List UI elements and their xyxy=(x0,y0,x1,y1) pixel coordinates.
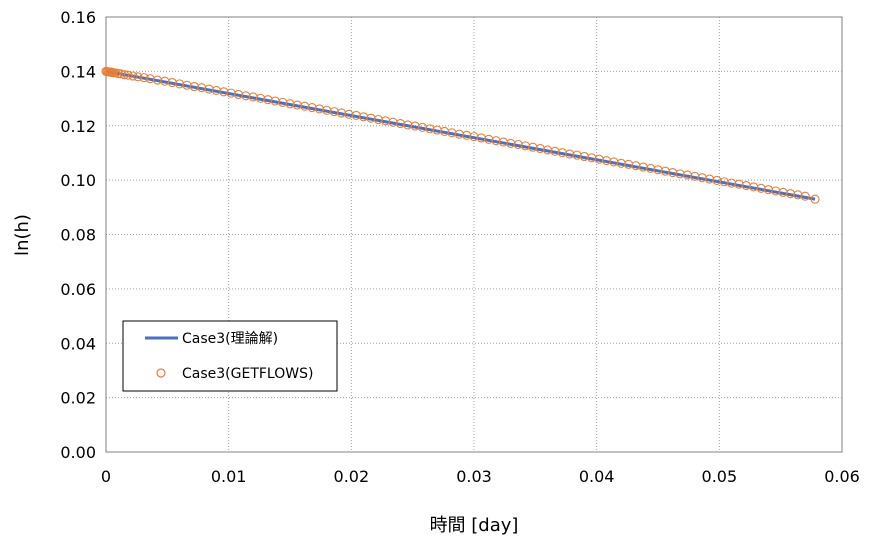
y-tick-label: 0.02 xyxy=(60,389,96,408)
legend: Case3(理論解) Case3(GETFLOWS) xyxy=(122,320,338,392)
plot-area-border xyxy=(105,16,843,453)
y-tick-label: 0.00 xyxy=(60,443,96,462)
series-layer xyxy=(101,66,820,204)
legend-label-getflows: Case3(GETFLOWS) xyxy=(182,366,313,382)
y-tick-label: 0.08 xyxy=(60,226,96,245)
x-tick-label: 0.05 xyxy=(702,467,738,486)
data-point-getflows xyxy=(810,194,820,204)
data-point-getflows xyxy=(139,73,149,83)
x-tick-label: 0.04 xyxy=(579,467,615,486)
y-tick-label: 0.14 xyxy=(60,62,96,81)
x-tick-label: 0.01 xyxy=(211,467,247,486)
y-tick-label: 0.06 xyxy=(60,280,96,299)
x-tick-label: 0.03 xyxy=(456,467,492,486)
data-point-getflows xyxy=(800,191,810,201)
legend-marker-swatch xyxy=(156,368,166,378)
data-point-getflows xyxy=(123,70,133,80)
legend-box xyxy=(122,320,338,392)
legend-label-theory: Case3(理論解) xyxy=(182,331,278,347)
y-axis-ticks: 0.00 0.02 0.04 0.06 0.08 0.10 0.12 0.14 0.16 xyxy=(60,8,96,462)
data-point-getflows xyxy=(119,70,129,80)
y-axis-label: ln(h) xyxy=(12,214,33,256)
x-tick-label: 0 xyxy=(101,467,111,486)
y-tick-label: 0.12 xyxy=(60,117,96,136)
data-point-getflows xyxy=(128,71,138,81)
y-tick-label: 0.04 xyxy=(60,334,96,353)
x-tick-label: 0.02 xyxy=(334,467,370,486)
series-line-theory xyxy=(105,69,816,201)
y-tick-label: 0.10 xyxy=(60,171,96,190)
data-point-getflows xyxy=(133,72,143,82)
x-axis-ticks: 0 0.01 0.02 0.03 0.04 0.05 0.06 xyxy=(101,467,860,486)
x-tick-label: 0.06 xyxy=(824,467,860,486)
y-tick-label: 0.16 xyxy=(60,8,96,27)
x-axis-label: 時間 [day] xyxy=(430,515,519,536)
